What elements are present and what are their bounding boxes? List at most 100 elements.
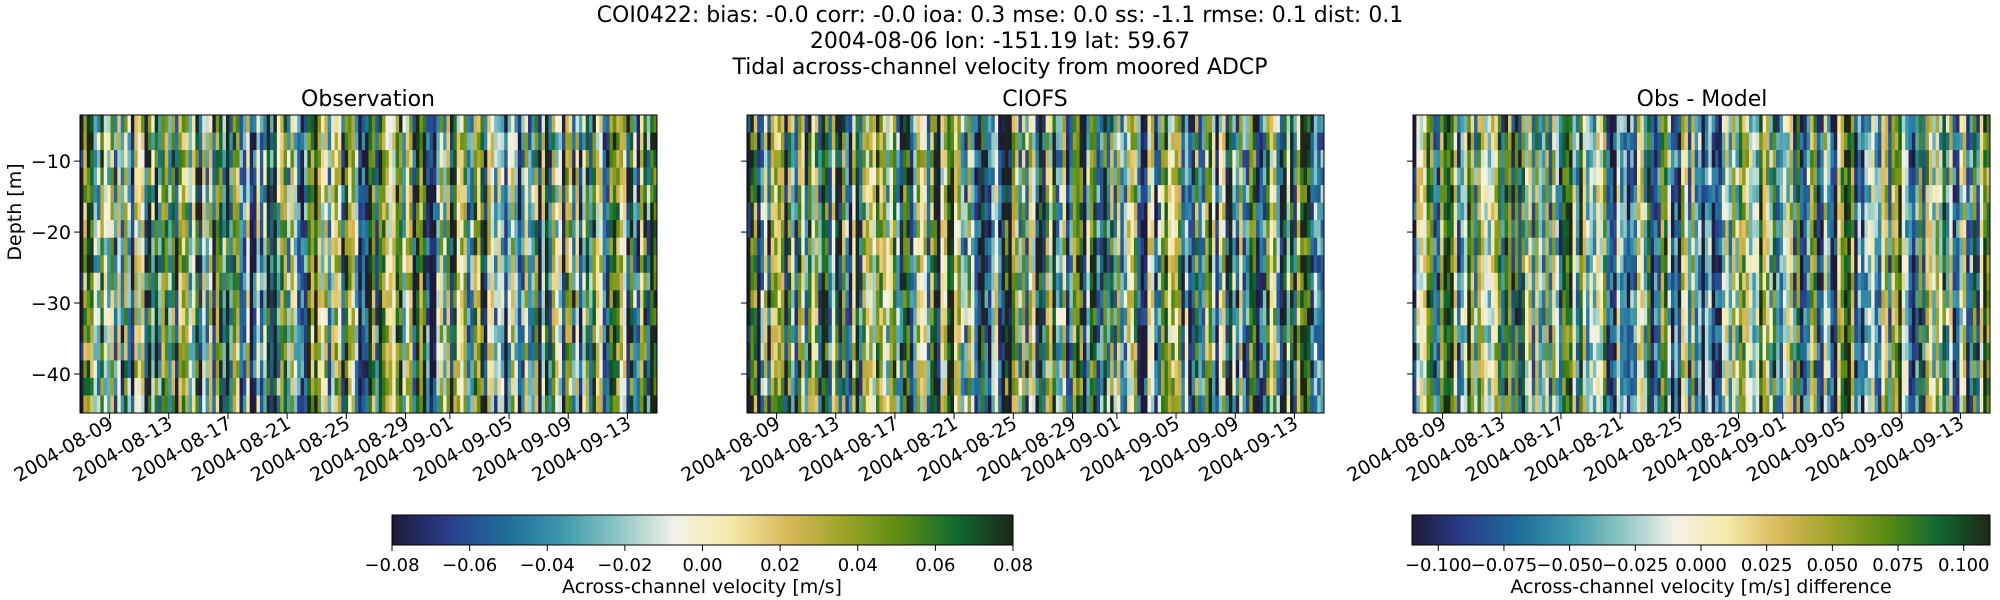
heatmap-cell	[609, 237, 614, 256]
heatmap-cell	[896, 167, 901, 186]
heatmap-cell	[804, 150, 809, 168]
heatmap-cell	[314, 395, 318, 414]
heatmap-cell	[1083, 342, 1087, 361]
heatmap-cell	[341, 342, 346, 361]
heatmap-cell	[158, 272, 162, 291]
heatmap-cell	[1140, 325, 1145, 344]
heatmap-cell	[575, 255, 580, 274]
heatmap-cell	[612, 115, 617, 133]
heatmap-cell	[208, 360, 213, 379]
heatmap-cell	[1028, 290, 1033, 309]
heatmap-cell	[612, 255, 617, 274]
heatmap-cell	[534, 150, 539, 168]
heatmap-cell	[368, 290, 373, 309]
heatmap-cell	[984, 377, 989, 396]
heatmap-cell	[528, 255, 532, 274]
heatmap-cell	[629, 307, 634, 326]
heatmap-cell	[899, 185, 904, 204]
heatmap-cell	[589, 395, 593, 414]
heatmap-cell	[253, 325, 257, 344]
heatmap-cell	[971, 395, 975, 414]
heatmap-cell	[500, 307, 505, 326]
heatmap-cell	[158, 150, 162, 168]
heatmap-cell	[947, 272, 952, 291]
heatmap-cell	[541, 307, 546, 326]
heatmap-cell	[1018, 150, 1023, 168]
heatmap-cell	[270, 307, 274, 326]
heatmap-cell	[643, 325, 648, 344]
heatmap-cell	[950, 185, 955, 204]
heatmap-cell	[595, 360, 600, 379]
heatmap-cell	[920, 220, 924, 239]
heatmap-cell	[1062, 360, 1067, 379]
heatmap-cell	[1133, 272, 1138, 291]
heatmap-cell	[171, 307, 176, 326]
heatmap-cell	[842, 167, 846, 186]
heatmap-cell	[1147, 377, 1152, 396]
heatmap-cell	[987, 272, 992, 291]
heatmap-cell	[1093, 237, 1097, 256]
heatmap-cell	[1154, 395, 1159, 414]
heatmap-cell	[987, 255, 992, 274]
heatmap-cell	[388, 290, 393, 309]
heatmap-cell	[497, 115, 502, 133]
heatmap-cell	[548, 325, 553, 344]
heatmap-cell	[507, 342, 512, 361]
heatmap-cell	[987, 290, 992, 309]
heatmap-cell	[361, 255, 366, 274]
heatmap-cell	[181, 185, 186, 204]
y-tick-label: −20	[31, 222, 71, 244]
heatmap-cell	[137, 395, 142, 414]
heatmap-cell	[80, 220, 84, 239]
heatmap-cell	[791, 185, 795, 204]
heatmap-cell	[103, 342, 108, 361]
heatmap-cell	[747, 237, 751, 256]
heatmap-cell	[402, 290, 407, 309]
heatmap-cell	[168, 377, 173, 396]
heatmap-cell	[385, 272, 390, 291]
heatmap-cell	[130, 395, 135, 414]
heatmap-cell	[1096, 395, 1101, 414]
heatmap-cell	[419, 115, 424, 133]
heatmap-cell	[842, 202, 846, 221]
heatmap-cell	[575, 290, 580, 309]
heatmap-cell	[991, 290, 996, 309]
heatmap-cell	[337, 395, 342, 414]
heatmap-cell	[920, 377, 924, 396]
heatmap-cell	[141, 202, 145, 221]
heatmap-cell	[314, 167, 318, 186]
heatmap-cell	[405, 202, 410, 221]
heatmap-cell	[412, 272, 417, 291]
heatmap-cell	[1015, 115, 1019, 133]
heatmap-cell	[1137, 115, 1142, 133]
heatmap-cell	[1106, 255, 1111, 274]
heatmap-cell	[453, 150, 458, 168]
heatmap-cell	[646, 185, 651, 204]
heatmap-cell	[348, 237, 352, 256]
heatmap-cell	[794, 325, 799, 344]
heatmap-cell	[1045, 360, 1050, 379]
heatmap-cell	[334, 307, 339, 326]
heatmap-cell	[293, 325, 298, 344]
heatmap-cell	[375, 325, 380, 344]
heatmap-cell	[984, 290, 989, 309]
heatmap-cell	[650, 115, 654, 133]
heatmap-cell	[141, 342, 145, 361]
heatmap-cell	[521, 290, 526, 309]
heatmap-cell	[616, 360, 621, 379]
heatmap-cell	[940, 167, 945, 186]
heatmap-cell	[612, 150, 617, 168]
heatmap-cell	[124, 360, 128, 379]
heatmap-cell	[551, 255, 556, 274]
heatmap-cell	[616, 377, 621, 396]
heatmap-cell	[585, 395, 590, 414]
heatmap-cell	[96, 167, 101, 186]
heatmap-cell	[808, 132, 812, 151]
heatmap-cell	[480, 115, 485, 133]
heatmap-cell	[134, 307, 139, 326]
heatmap-cell	[1066, 272, 1070, 291]
heatmap-cell	[582, 307, 587, 326]
heatmap-cell	[212, 255, 217, 274]
heatmap-cell	[875, 307, 880, 326]
heatmap-cell	[977, 377, 982, 396]
